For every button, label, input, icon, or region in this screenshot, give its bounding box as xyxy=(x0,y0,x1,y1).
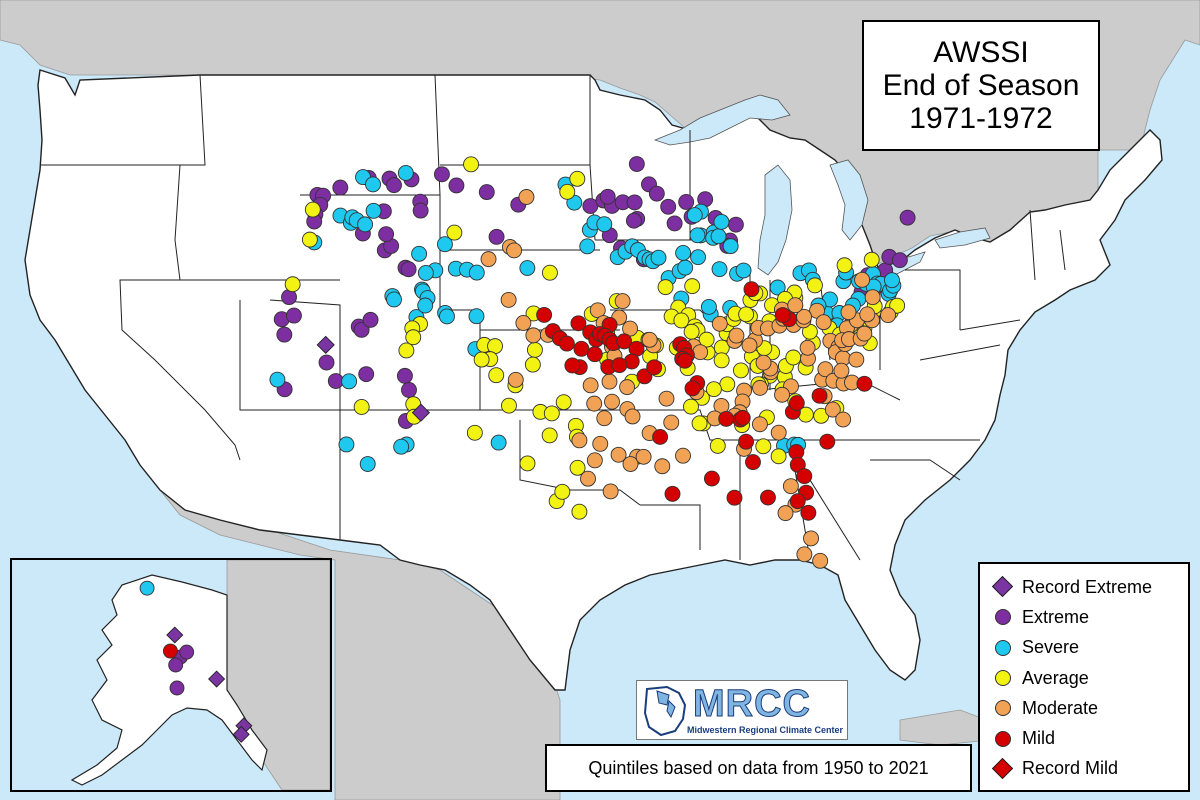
mrcc-midwest-icon xyxy=(643,685,687,737)
mrcc-logo-subtitle: Midwestern Regional Climate Center xyxy=(687,725,844,735)
station-record-extreme-marker xyxy=(232,725,250,743)
diamond-icon xyxy=(990,576,1016,598)
alaska-stations xyxy=(139,580,253,743)
title-line-3: 1971-1972 xyxy=(909,102,1053,135)
legend-item-extreme: Extreme xyxy=(990,602,1188,632)
legend-item-average: Average xyxy=(990,663,1188,693)
lake-superior xyxy=(653,94,791,146)
title-line-2: End of Season xyxy=(882,69,1080,102)
quintile-note: Quintiles based on data from 1950 to 202… xyxy=(545,744,972,792)
legend-item-record-extreme: Record Extreme xyxy=(990,572,1188,602)
legend-label: Severe xyxy=(1022,637,1080,658)
legend-item-record-mild: Record Mild xyxy=(990,754,1188,784)
legend-label: Record Extreme xyxy=(1022,576,1153,597)
legend-item-moderate: Moderate xyxy=(990,693,1188,723)
lake-huron xyxy=(829,159,869,241)
quintile-note-text: Quintiles based on data from 1950 to 202… xyxy=(588,757,929,778)
lake-michigan xyxy=(757,164,793,276)
station-extreme-marker xyxy=(169,680,185,696)
mrcc-logo-text: MRCC xyxy=(693,683,811,726)
circle-icon xyxy=(990,667,1016,689)
title-line-1: AWSSI xyxy=(933,36,1029,69)
circle-icon xyxy=(990,728,1016,750)
legend: Record Extreme Extreme Severe Average Modera… xyxy=(978,562,1190,792)
title-box: AWSSI End of Season 1971-1972 xyxy=(862,20,1100,151)
circle-icon xyxy=(990,637,1016,659)
station-record-extreme-marker xyxy=(166,626,184,644)
legend-item-mild: Mild xyxy=(990,723,1188,753)
station-extreme-marker xyxy=(179,644,195,660)
legend-label: Average xyxy=(1022,667,1089,688)
legend-label: Moderate xyxy=(1022,697,1099,718)
legend-label: Extreme xyxy=(1022,606,1090,627)
circle-icon xyxy=(990,606,1016,628)
alaska-canvas xyxy=(70,560,330,790)
alaska-inset xyxy=(10,558,332,792)
alaska-landmass xyxy=(70,574,268,786)
legend-item-severe: Severe xyxy=(990,633,1188,663)
station-mild-marker xyxy=(162,643,178,659)
station-severe-marker xyxy=(139,580,155,596)
legend-label: Mild xyxy=(1022,728,1056,749)
legend-label: Record Mild xyxy=(1022,758,1119,779)
station-extreme-marker xyxy=(168,657,184,673)
circle-icon xyxy=(990,697,1016,719)
mrcc-logo: MRCC Midwestern Regional Climate Center xyxy=(636,680,848,740)
diamond-icon xyxy=(990,757,1016,780)
station-record-extreme-marker xyxy=(208,670,226,688)
lake-ontario xyxy=(934,227,991,249)
